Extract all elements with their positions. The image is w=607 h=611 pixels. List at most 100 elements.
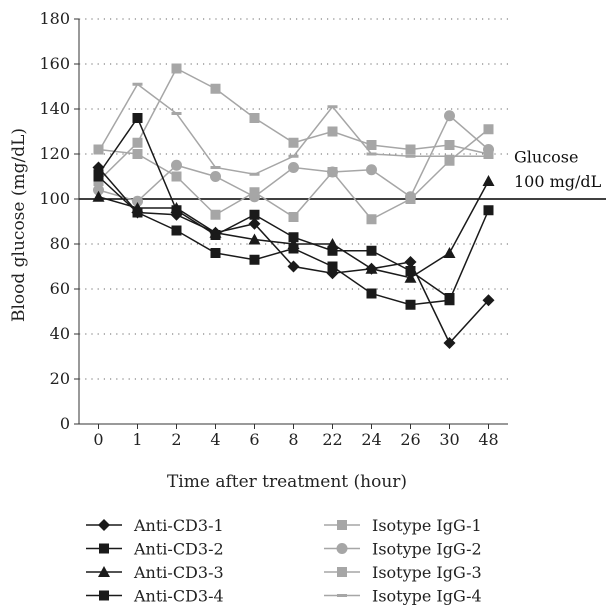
legend-item: Anti-CD3-2 [86,540,224,559]
data-point-isotype-igg-1 [444,140,455,150]
data-point-anti-cd3-2 [483,205,494,216]
y-tick-label: 20 [50,369,70,388]
data-point-isotype-igg-2 [171,159,182,171]
legend-label: Isotype IgG-2 [372,540,482,559]
legend-label: Anti-CD3-1 [133,516,224,535]
x-tick-label: 8 [288,430,298,449]
x-tick-label: 0 [93,430,103,449]
data-point-isotype-igg-4 [366,152,377,156]
data-point-isotype-igg-3 [483,124,494,135]
x-tick-label: 4 [210,430,220,449]
x-tick-label: 48 [478,430,498,449]
legend-label: Isotype IgG-3 [372,563,482,582]
data-point-anti-cd3-2 [405,299,416,310]
legend-marker [336,543,348,554]
legend-item: Isotype IgG-2 [324,540,482,559]
data-point-anti-cd3-4 [327,245,338,256]
data-point-isotype-igg-3 [405,194,416,204]
data-point-anti-cd3-4 [210,230,221,240]
series-line-isotype-igg-2 [98,114,489,203]
data-point-isotype-igg-4 [210,166,221,169]
legend-marker [337,567,347,577]
data-point-isotype-igg-4 [93,150,104,154]
y-tick-label: 120 [39,144,70,163]
y-tick-label: 40 [50,324,70,343]
y-tick-label: 160 [39,54,70,73]
data-point-isotype-igg-4 [405,154,416,158]
y-tick-label: 180 [39,9,70,28]
legend-marker [99,590,109,601]
data-point-anti-cd3-2 [210,248,221,258]
data-point-anti-cd3-2 [366,288,377,299]
data-point-isotype-igg-1 [132,137,143,148]
data-point-anti-cd3-3 [248,233,261,245]
series-isotype-igg-2 [93,110,494,207]
data-point-isotype-igg-1 [210,83,221,94]
series-line-anti-cd3-1 [97,167,490,345]
data-point-anti-cd3-1 [248,217,261,230]
data-point-isotype-igg-2 [483,144,494,155]
legend-label: Isotype IgG-4 [372,587,482,606]
y-tick-label: 140 [39,99,70,118]
data-point-anti-cd3-4 [444,293,455,303]
data-series [92,63,495,349]
data-point-isotype-igg-3 [288,212,299,222]
legend-marker [98,566,110,577]
data-point-isotype-igg-3 [249,187,260,198]
data-point-isotype-igg-4 [483,154,494,158]
reference-label-glucose: Glucose [514,147,578,166]
data-point-anti-cd3-1 [443,337,456,349]
data-point-isotype-igg-3 [132,149,143,159]
data-point-anti-cd3-4 [288,232,299,243]
data-point-isotype-igg-4 [444,154,455,158]
y-tick-label: 80 [50,234,70,253]
data-point-isotype-igg-2 [288,162,299,173]
legend-marker [98,519,110,531]
data-point-anti-cd3-4 [249,209,260,220]
data-point-anti-cd3-3 [443,247,456,258]
data-point-anti-cd3-3 [365,262,378,274]
reference-label-value: 100 mg/dL [514,172,602,191]
legend-marker [337,594,347,597]
data-point-isotype-igg-1 [171,63,182,74]
legend-label: Anti-CD3-2 [133,540,224,559]
x-tick-label: 2 [171,430,181,449]
series-isotype-igg-3 [93,124,494,225]
data-point-isotype-igg-3 [93,144,104,155]
data-point-anti-cd3-3 [287,238,300,249]
data-point-isotype-igg-4 [288,154,299,158]
legend-marker [99,543,109,554]
data-point-isotype-igg-2 [366,164,377,176]
data-point-anti-cd3-4 [132,113,143,123]
data-point-anti-cd3-1 [404,256,417,268]
series-anti-cd3-4 [93,113,455,303]
legend-item: Anti-CD3-3 [86,563,224,582]
data-point-anti-cd3-3 [482,175,495,186]
data-point-anti-cd3-3 [404,271,417,283]
x-axis-title: Time after treatment (hour) [167,472,407,492]
legend-item: Isotype IgG-4 [324,587,482,606]
legend-label: Isotype IgG-1 [372,516,482,535]
legend-item: Anti-CD3-4 [86,587,224,606]
y-tick-label: 60 [50,279,70,298]
data-point-anti-cd3-2 [249,254,260,265]
data-point-anti-cd3-4 [405,266,416,276]
data-point-anti-cd3-2 [171,225,182,236]
data-point-anti-cd3-3 [92,190,105,202]
data-point-isotype-igg-2 [132,195,143,207]
legend-label: Anti-CD3-4 [133,587,224,606]
series-anti-cd3-1 [92,161,495,349]
y-tick-label: 0 [60,414,70,433]
y-axis-title: Blood glucose (mg/dL) [9,128,29,322]
data-point-isotype-igg-1 [366,140,377,150]
data-point-anti-cd3-2 [327,261,338,272]
x-tick-label: 30 [439,430,459,449]
legend-item: Anti-CD3-1 [86,516,224,535]
data-point-anti-cd3-1 [287,260,300,273]
data-point-isotype-igg-1 [327,126,338,137]
x-tick-label: 24 [361,430,381,449]
data-point-isotype-igg-3 [366,214,377,225]
data-point-isotype-igg-3 [210,209,221,220]
x-tick-label: 22 [322,430,342,449]
